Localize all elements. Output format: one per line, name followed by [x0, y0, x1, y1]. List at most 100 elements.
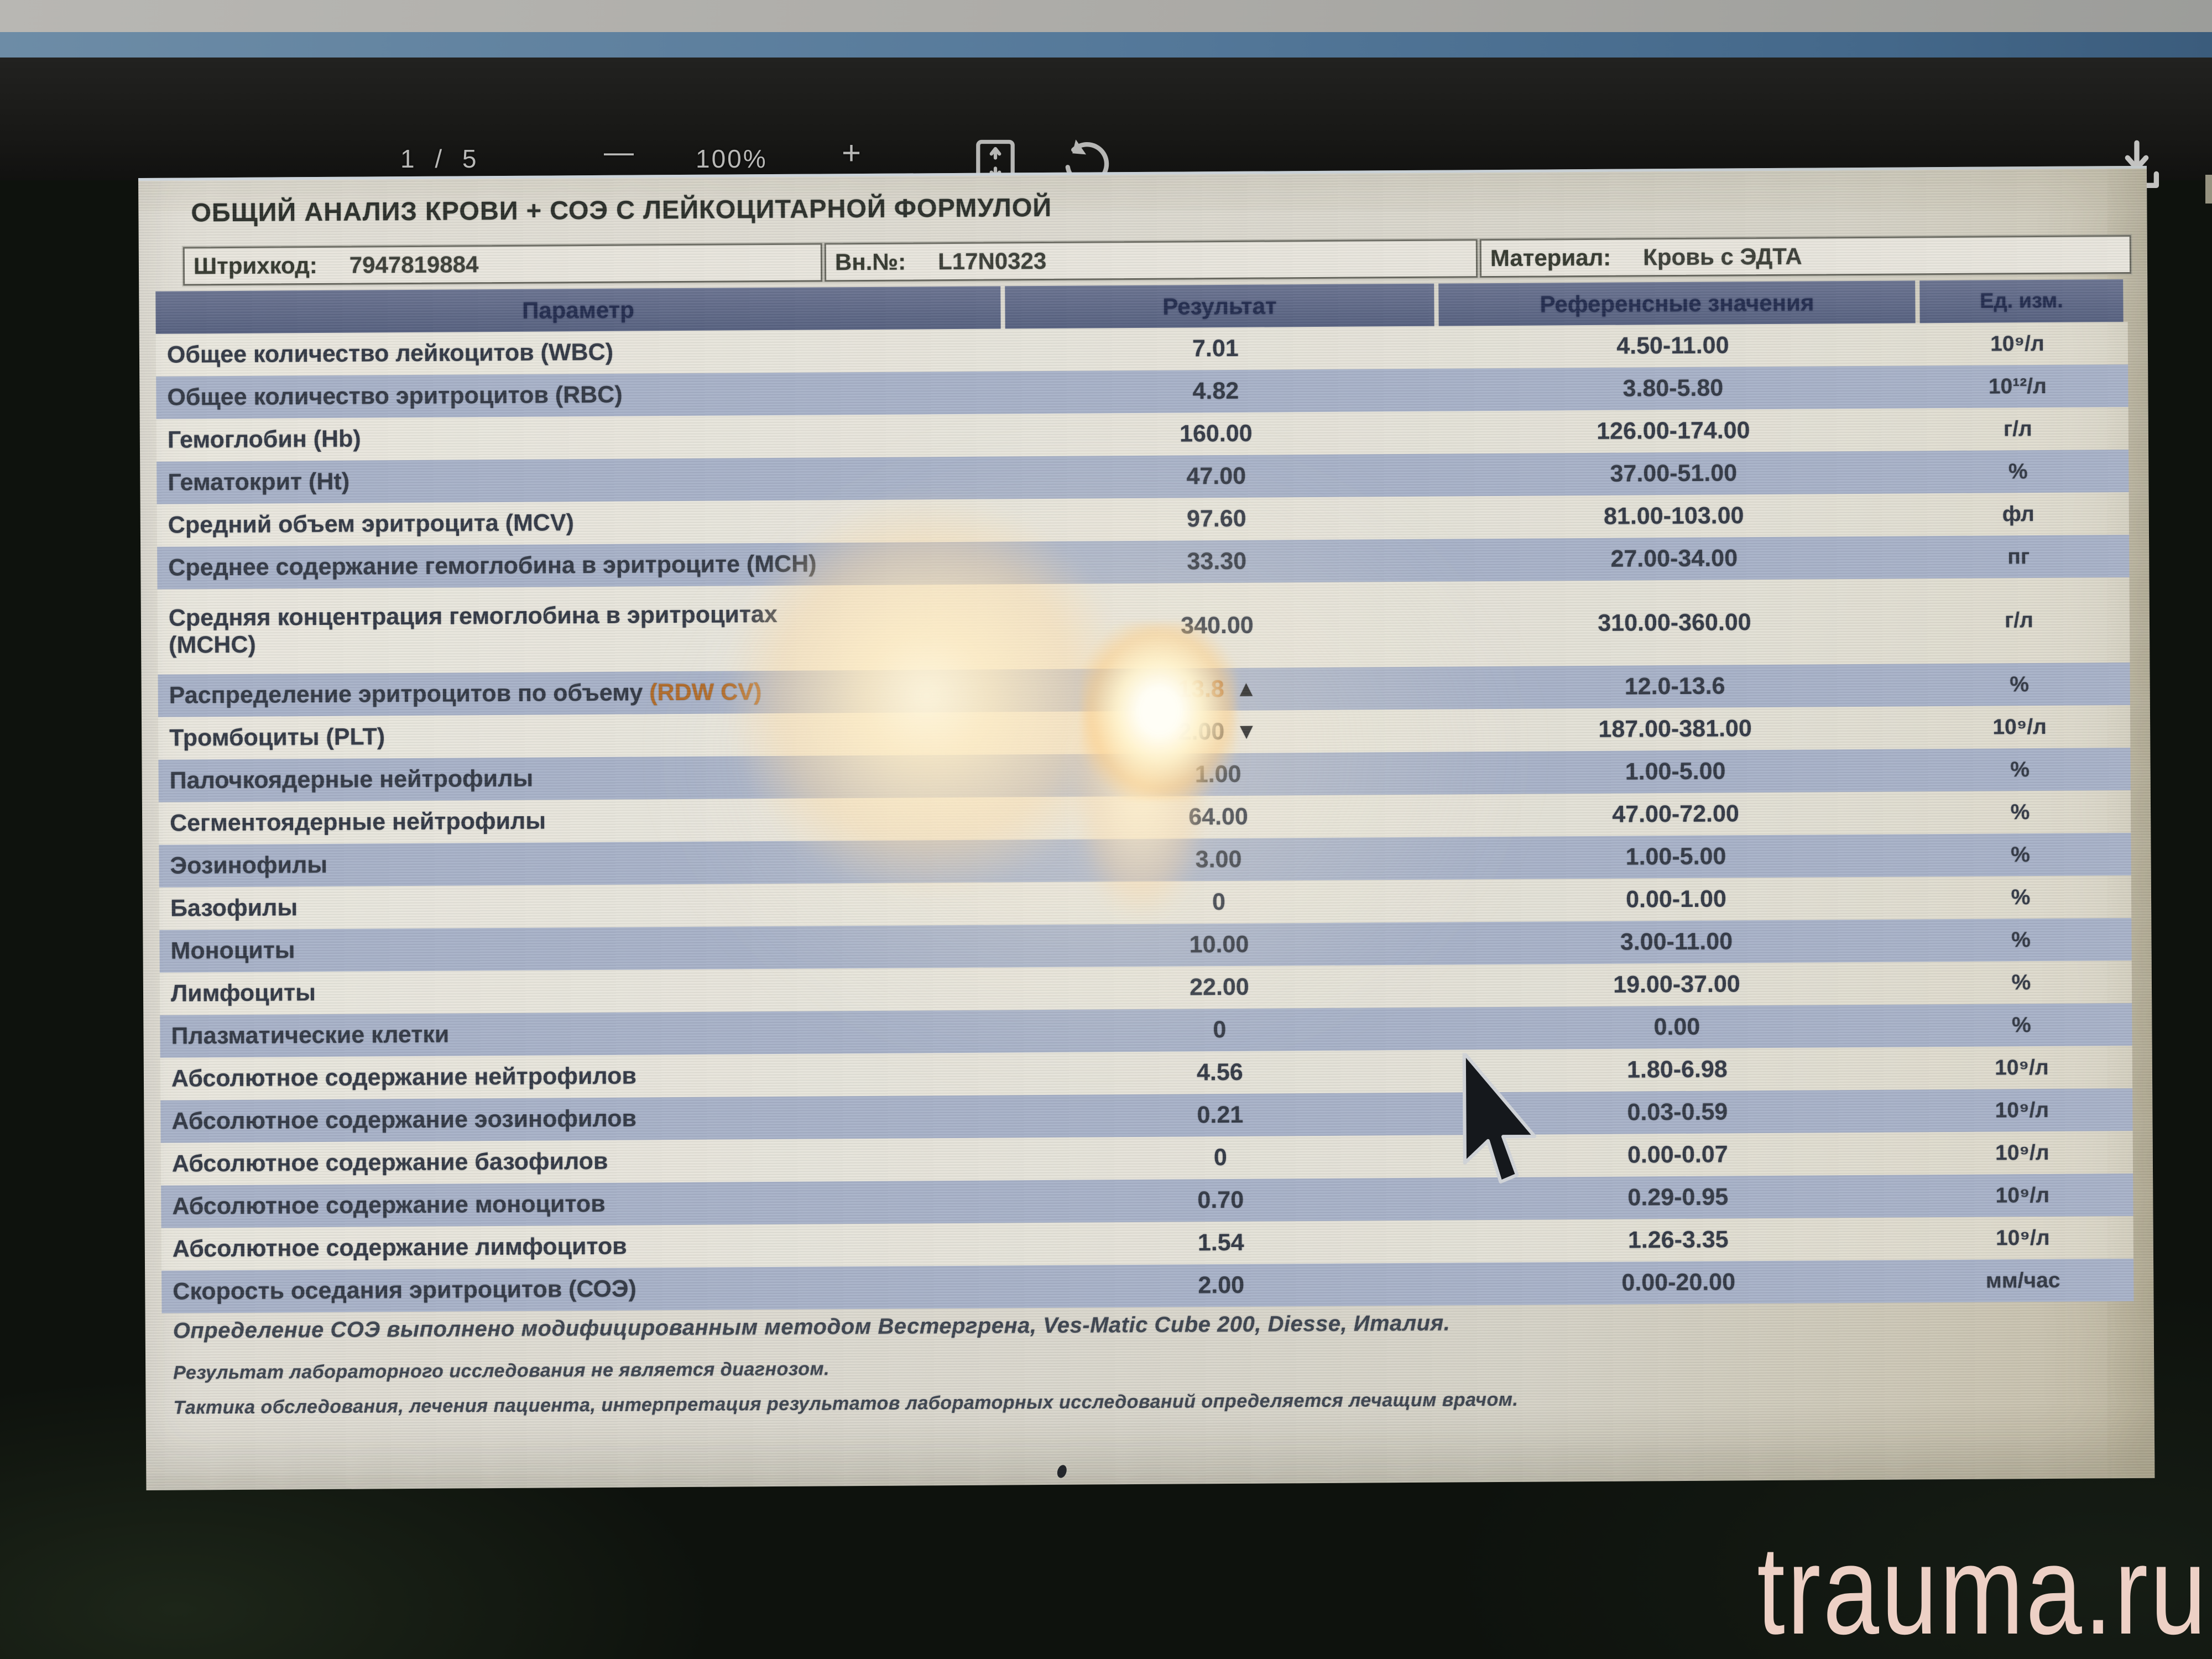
dust-speck — [1056, 1463, 1068, 1479]
unit-cell: 10⁹/л — [1990, 331, 2044, 356]
unit-cell: % — [2011, 885, 2031, 909]
result-cell: 7.01 — [1192, 335, 1239, 362]
reference-cell: 0.00 — [1653, 1013, 1700, 1041]
column-header: Параметр — [155, 286, 1001, 334]
param-cell: Плазматические клетки — [171, 1021, 450, 1050]
table-body: Общее количество лейкоцитов (WBC) 7.01 4.5… — [155, 322, 2134, 1313]
result-cell: 1.00 — [1194, 760, 1241, 788]
unit-cell: 10⁹/л — [1992, 714, 2047, 739]
mouse-cursor — [1446, 1051, 1552, 1196]
param-cell: Эозинофилы — [170, 851, 328, 879]
reference-cell: 310.00-360.00 — [1598, 608, 1751, 637]
result-cell: 0 — [1213, 1016, 1227, 1044]
result-cell: 3.00 — [1195, 846, 1242, 873]
unit-cell: % — [2011, 1013, 2031, 1037]
unit-cell: мм/час — [1985, 1268, 2060, 1293]
pdf-toolbar: 1 / 5 — 100% + — [0, 58, 2212, 204]
reference-cell: 0.00-1.00 — [1626, 885, 1727, 913]
footnote: Тактика обследования, лечения пациента, … — [173, 1389, 1519, 1418]
reference-cell: 187.00-381.00 — [1598, 715, 1752, 743]
param-cell: Лимфоциты — [170, 979, 316, 1007]
result-cell: 47.00 — [1186, 462, 1246, 490]
reference-cell: 1.00-5.00 — [1625, 843, 1726, 870]
column-header: Ед. изм. — [1919, 279, 2124, 324]
param-cell: Распределение эритроцитов по объему (RDW… — [169, 679, 762, 709]
reference-cell: 81.00-103.00 — [1603, 502, 1744, 530]
param-cell: Абсолютное содержание лимфоцитов — [172, 1233, 627, 1262]
result-cell: 0.70 — [1197, 1186, 1244, 1214]
reference-cell: 3.80-5.80 — [1623, 374, 1724, 402]
zoom-in-button[interactable]: + — [842, 134, 862, 171]
result-cell: 22.00 — [1190, 973, 1249, 1001]
page-indicator[interactable]: 1 / 5 — [400, 144, 483, 173]
param-cell: Базофилы — [170, 894, 298, 922]
reference-cell: 12.0-13.6 — [1624, 672, 1725, 700]
reference-cell: 37.00-51.00 — [1610, 460, 1738, 487]
param-cell: Скорость оседания эритроцитов (СОЭ) — [173, 1275, 637, 1305]
barcode-value: 7947819884 — [349, 251, 479, 278]
param-cell: Абсолютное содержание нейтрофилов — [171, 1062, 637, 1092]
param-cell: Тромбоциты (PLT) — [169, 723, 385, 752]
param-cell: Абсолютное содержание эозинофилов — [171, 1105, 637, 1135]
material-label: Материал: — [1490, 244, 1611, 272]
param-cell: Средний объем эритроцита (MCV) — [168, 509, 575, 539]
column-header: Результат — [1005, 283, 1434, 329]
internal-number-field: Вн.№: L17N0323 — [824, 239, 1478, 282]
result-cell: 160.00 — [1179, 420, 1253, 447]
column-header: Референсные значения — [1438, 280, 1916, 326]
result-cell: 340.00 — [1181, 612, 1254, 639]
param-cell: Среднее содержание гемоглобина в эритроц… — [168, 550, 817, 581]
unit-cell: % — [2008, 459, 2028, 483]
reference-cell: 0.00-20.00 — [1621, 1269, 1736, 1296]
reference-cell: 27.00-34.00 — [1610, 545, 1738, 572]
unit-cell: пг — [2007, 544, 2030, 568]
result-cell: 1.54 — [1197, 1229, 1244, 1256]
barcode-label: Штрихкод: — [193, 252, 317, 279]
internal-number-value: L17N0323 — [937, 247, 1047, 275]
result-cell: 2.00 ▼ — [1178, 718, 1258, 745]
reference-cell: 19.00-37.00 — [1613, 971, 1740, 998]
unit-cell: 10⁹/л — [1995, 1183, 2050, 1208]
material-field: Материал: Кровь с ЭДТА — [1479, 234, 2132, 278]
result-cell: 2.00 — [1198, 1271, 1245, 1299]
internal-number-label: Вн.№: — [834, 248, 906, 275]
unit-cell: % — [2010, 757, 2030, 781]
report-title: ОБЩИЙ АНАЛИЗ КРОВИ + СОЭ С ЛЕЙКОЦИТАРНОЙ… — [191, 192, 1052, 227]
unit-cell: г/л — [2004, 608, 2034, 633]
result-cell: 33.30 — [1187, 547, 1247, 575]
zoom-out-button[interactable]: — — [604, 135, 634, 169]
param-cell: Моноциты — [170, 937, 295, 964]
reference-cell: 1.00-5.00 — [1625, 758, 1726, 785]
param-cell: Абсолютное содержание базофилов — [171, 1147, 608, 1177]
footnote: Результат лабораторного исследования не … — [173, 1358, 830, 1384]
unit-cell: г/л — [2003, 416, 2032, 441]
material-value: Кровь с ЭДТА — [1643, 243, 1802, 270]
param-cell: Общее количество лейкоцитов (WBC) — [166, 338, 614, 368]
result-cell: 4.82 — [1192, 377, 1239, 405]
result-cell: 0 — [1213, 1144, 1227, 1171]
unit-cell: 10⁹/л — [1995, 1225, 2050, 1250]
unit-cell: 10⁹/л — [1995, 1055, 2049, 1080]
result-cell: 0.21 — [1197, 1101, 1244, 1129]
unit-cell: % — [2010, 800, 2030, 824]
unit-cell: % — [2011, 842, 2031, 867]
result-cell: 97.60 — [1186, 505, 1246, 533]
monitor-top-band — [0, 0, 2212, 32]
unit-cell: % — [2011, 927, 2031, 952]
param-cell: Общее количество эритроцитов (RBC) — [167, 381, 623, 411]
param-cell: Гематокрит (Ht) — [168, 468, 350, 496]
param-cell: Палочкоядерные нейтрофилы — [169, 765, 534, 794]
unit-cell: фл — [2002, 502, 2034, 526]
reference-cell: 47.00-72.00 — [1612, 800, 1739, 828]
result-cell: 10.00 — [1189, 931, 1249, 958]
browser-top-strip — [0, 32, 2212, 58]
param-cell: Средняя концентрация гемоглобина в эритр… — [168, 601, 778, 659]
param-cell: Сегментоядерные нейтрофилы — [169, 807, 546, 837]
result-cell: 64.00 — [1188, 803, 1249, 831]
unit-cell: 10⁹/л — [1995, 1098, 2049, 1123]
unit-cell: 10⁹/л — [1995, 1140, 2049, 1165]
reference-cell: 126.00-174.00 — [1597, 417, 1750, 445]
zoom-level[interactable]: 100% — [696, 144, 768, 173]
results-table: Параметр Результат Референсные значения Ед.… — [155, 279, 2134, 1313]
